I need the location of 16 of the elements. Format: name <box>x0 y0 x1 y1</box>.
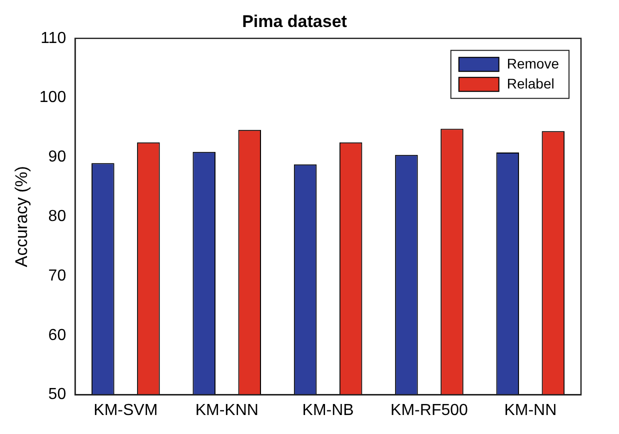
y-axis-title: Accuracy (%) <box>12 166 31 268</box>
y-tick-label: 100 <box>39 89 66 106</box>
y-tick-label: 80 <box>48 208 66 226</box>
x-tick-label: KM-NB <box>302 402 354 419</box>
y-tick-label: 90 <box>48 148 66 166</box>
chart-title: Pima dataset <box>242 12 348 31</box>
y-tick-label: 70 <box>48 267 66 284</box>
x-tick-label: KM-KNN <box>195 402 258 419</box>
legend-label: Remove <box>506 55 560 72</box>
x-tick-label: KM-NN <box>504 402 557 419</box>
y-tick-label: 50 <box>48 386 66 404</box>
y-tick-label: 110 <box>40 30 66 47</box>
x-tick-label: KM-SVM <box>94 402 158 419</box>
y-tick-label: 60 <box>48 326 66 344</box>
x-tick-label: KM-RF500 <box>390 402 468 419</box>
legend-label: Relabel <box>506 75 554 92</box>
